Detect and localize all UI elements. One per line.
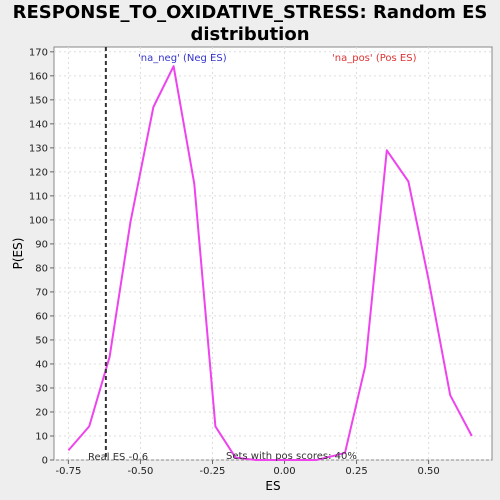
neg-es-label: 'na_neg' (Neg ES): [138, 53, 227, 64]
series-layer: [67, 65, 473, 461]
y-tick-label: 150: [29, 95, 48, 106]
x-tick-label: 0.25: [345, 466, 367, 477]
x-tick-label: -0.75: [55, 466, 81, 477]
y-tick-label: 90: [35, 239, 48, 250]
y-tick-label: 100: [29, 215, 48, 226]
x-axis-label: ES: [265, 479, 280, 493]
chart-title: RESPONSE_TO_OXIDATIVE_STRESS: Random ES …: [0, 2, 500, 46]
pos-scores-label: Sets with pos scores: 40%: [226, 451, 357, 462]
y-tick-label: 110: [29, 191, 48, 202]
plot-area: [53, 46, 493, 461]
y-tick-label: 40: [35, 359, 48, 370]
y-tick-label: 10: [35, 431, 48, 442]
y-tick-label: 0: [42, 456, 48, 467]
y-tick-label: 70: [35, 287, 48, 298]
y-tick-label: 50: [35, 335, 48, 346]
pos-es-label: 'na_pos' (Pos ES): [332, 53, 417, 64]
x-tick-label: 0.00: [273, 466, 295, 477]
y-tick-label: 160: [29, 71, 48, 82]
x-tick-label: 0.50: [417, 466, 439, 477]
chart-title-line1: RESPONSE_TO_OXIDATIVE_STRESS: Random ES: [12, 2, 488, 23]
x-tick-label: -0.25: [200, 466, 226, 477]
annotation-layer: 'na_neg' (Neg ES) 'na_pos' (Pos ES) Real…: [88, 47, 417, 463]
y-axis-label: P(ES): [11, 238, 25, 270]
real-es-label: Real ES -0.6: [88, 452, 148, 463]
y-tick-label: 120: [29, 167, 48, 178]
y-tick-label: 60: [35, 311, 48, 322]
x-tick-label: -0.50: [128, 466, 154, 477]
es-distribution-line: [67, 65, 473, 461]
y-tick-label: 170: [29, 47, 48, 58]
chart-title-line2: distribution: [190, 24, 310, 45]
axis-layer: 0 10 20 30 40 50 60 70 80 90 100 110 120 130 140 150 160…: [29, 47, 440, 477]
y-tick-label: 80: [35, 263, 48, 274]
grid-layer: [54, 47, 492, 461]
y-tick-label: 130: [29, 143, 48, 154]
y-tick-label: 30: [35, 383, 48, 394]
y-tick-label: 20: [35, 407, 48, 418]
y-tick-label: 140: [29, 119, 48, 130]
